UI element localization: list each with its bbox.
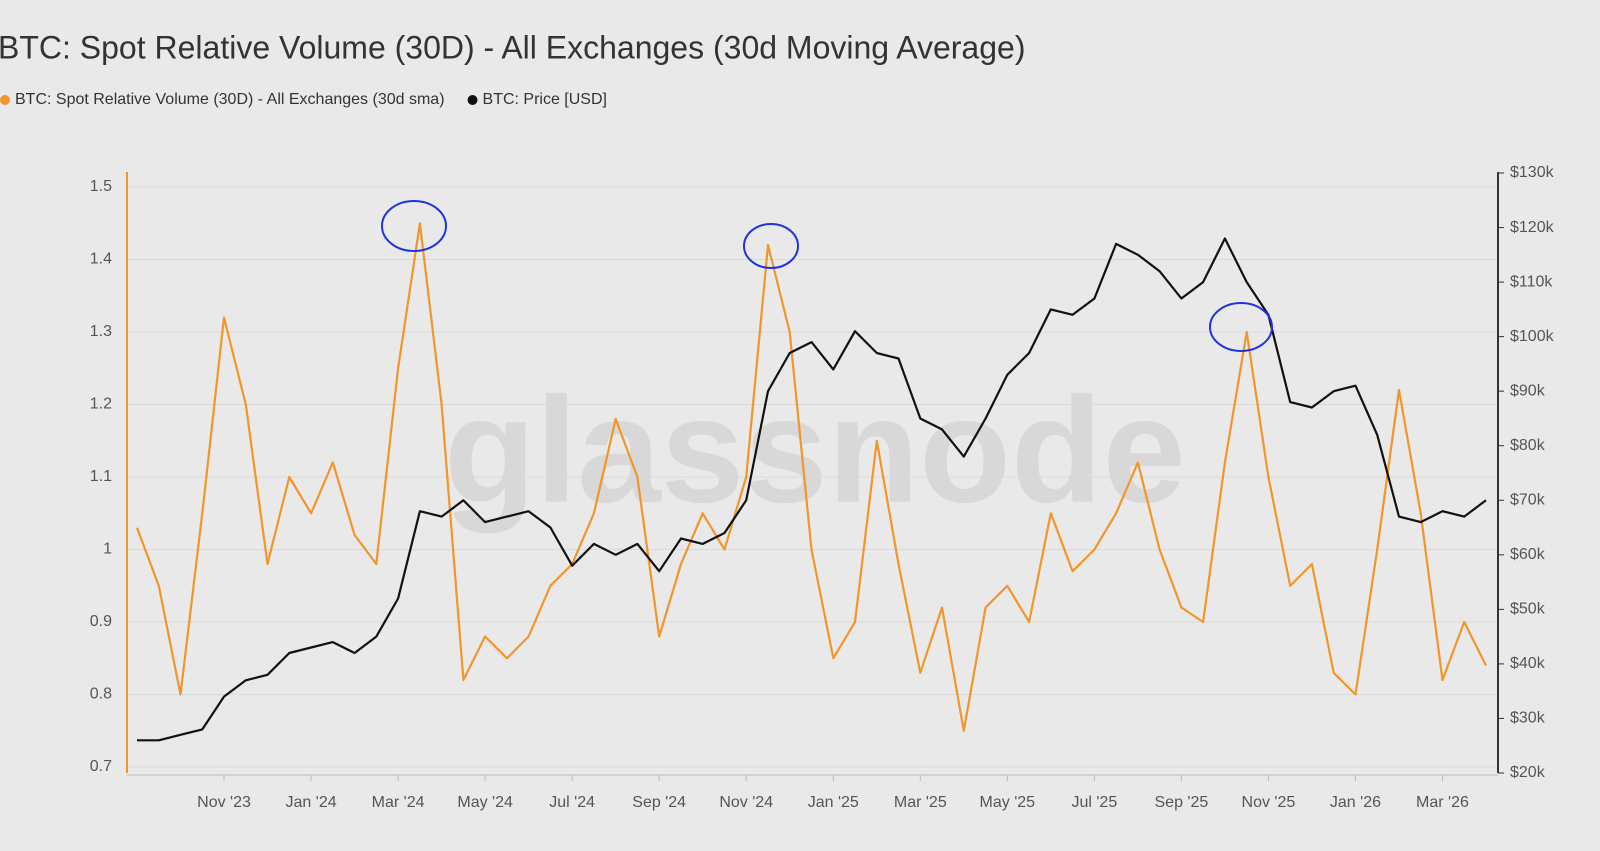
y2-tick-label: $60k — [1510, 546, 1546, 563]
watermark: glassnode — [444, 366, 1186, 534]
x-tick-label: Jan '26 — [1330, 794, 1381, 811]
y-tick-label: 1.5 — [90, 178, 112, 195]
y2-tick-label: $90k — [1510, 382, 1546, 399]
x-tick-label: May '24 — [457, 794, 513, 811]
x-tick-label: Mar '26 — [1416, 794, 1469, 811]
y2-tick-label: $70k — [1510, 491, 1546, 508]
y-tick-label: 1.3 — [90, 323, 112, 340]
x-tick-label: May '25 — [980, 794, 1036, 811]
y-tick-label: 0.9 — [90, 613, 112, 630]
x-tick-label: Mar '24 — [372, 794, 425, 811]
series-line — [135, 222, 1487, 732]
x-tick-label: Nov '23 — [197, 794, 251, 811]
y2-tick-label: $100k — [1510, 328, 1555, 345]
y-tick-label: 1.2 — [90, 396, 112, 413]
legend-label: BTC: Spot Relative Volume (30D) - All Ex… — [15, 91, 445, 108]
y2-tick-label: $120k — [1510, 219, 1555, 236]
y-tick-label: 0.7 — [90, 758, 112, 775]
legend-marker — [467, 95, 478, 105]
x-tick-label: Nov '25 — [1242, 794, 1296, 811]
legend-label: BTC: Price [USD] — [483, 91, 607, 108]
highlight-circle — [1209, 302, 1273, 352]
y2-tick-label: $20k — [1510, 764, 1546, 781]
x-tick-label: Sep '24 — [632, 794, 686, 811]
y2-tick-label: $110k — [1510, 273, 1553, 290]
y2-tick-label: $40k — [1510, 655, 1546, 672]
chart-title: BTC: Spot Relative Volume (30D) - All Ex… — [0, 29, 1025, 65]
y-tick-label: 0.8 — [90, 686, 112, 703]
x-tick-label: Mar '25 — [894, 794, 947, 811]
x-tick-label: Jul '24 — [549, 794, 595, 811]
y-tick-label: 1.1 — [90, 468, 112, 485]
x-tick-label: Sep '25 — [1155, 794, 1209, 811]
x-tick-label: Jan '24 — [286, 794, 337, 811]
legend-marker — [0, 95, 10, 105]
x-tick-label: Nov '24 — [719, 794, 773, 811]
series-line — [137, 237, 1487, 742]
y-tick-label: 1.4 — [90, 251, 112, 268]
y2-tick-label: $80k — [1510, 437, 1546, 454]
y2-tick-label: $30k — [1510, 710, 1546, 727]
x-tick-label: Jan '25 — [808, 794, 859, 811]
x-tick-label: Jul '25 — [1071, 794, 1117, 811]
highlight-circle — [381, 200, 447, 252]
y-tick-label: 1 — [103, 541, 112, 558]
y2-tick-label: $130k — [1510, 164, 1555, 181]
y2-tick-label: $50k — [1510, 601, 1546, 618]
highlight-circle — [743, 223, 799, 269]
